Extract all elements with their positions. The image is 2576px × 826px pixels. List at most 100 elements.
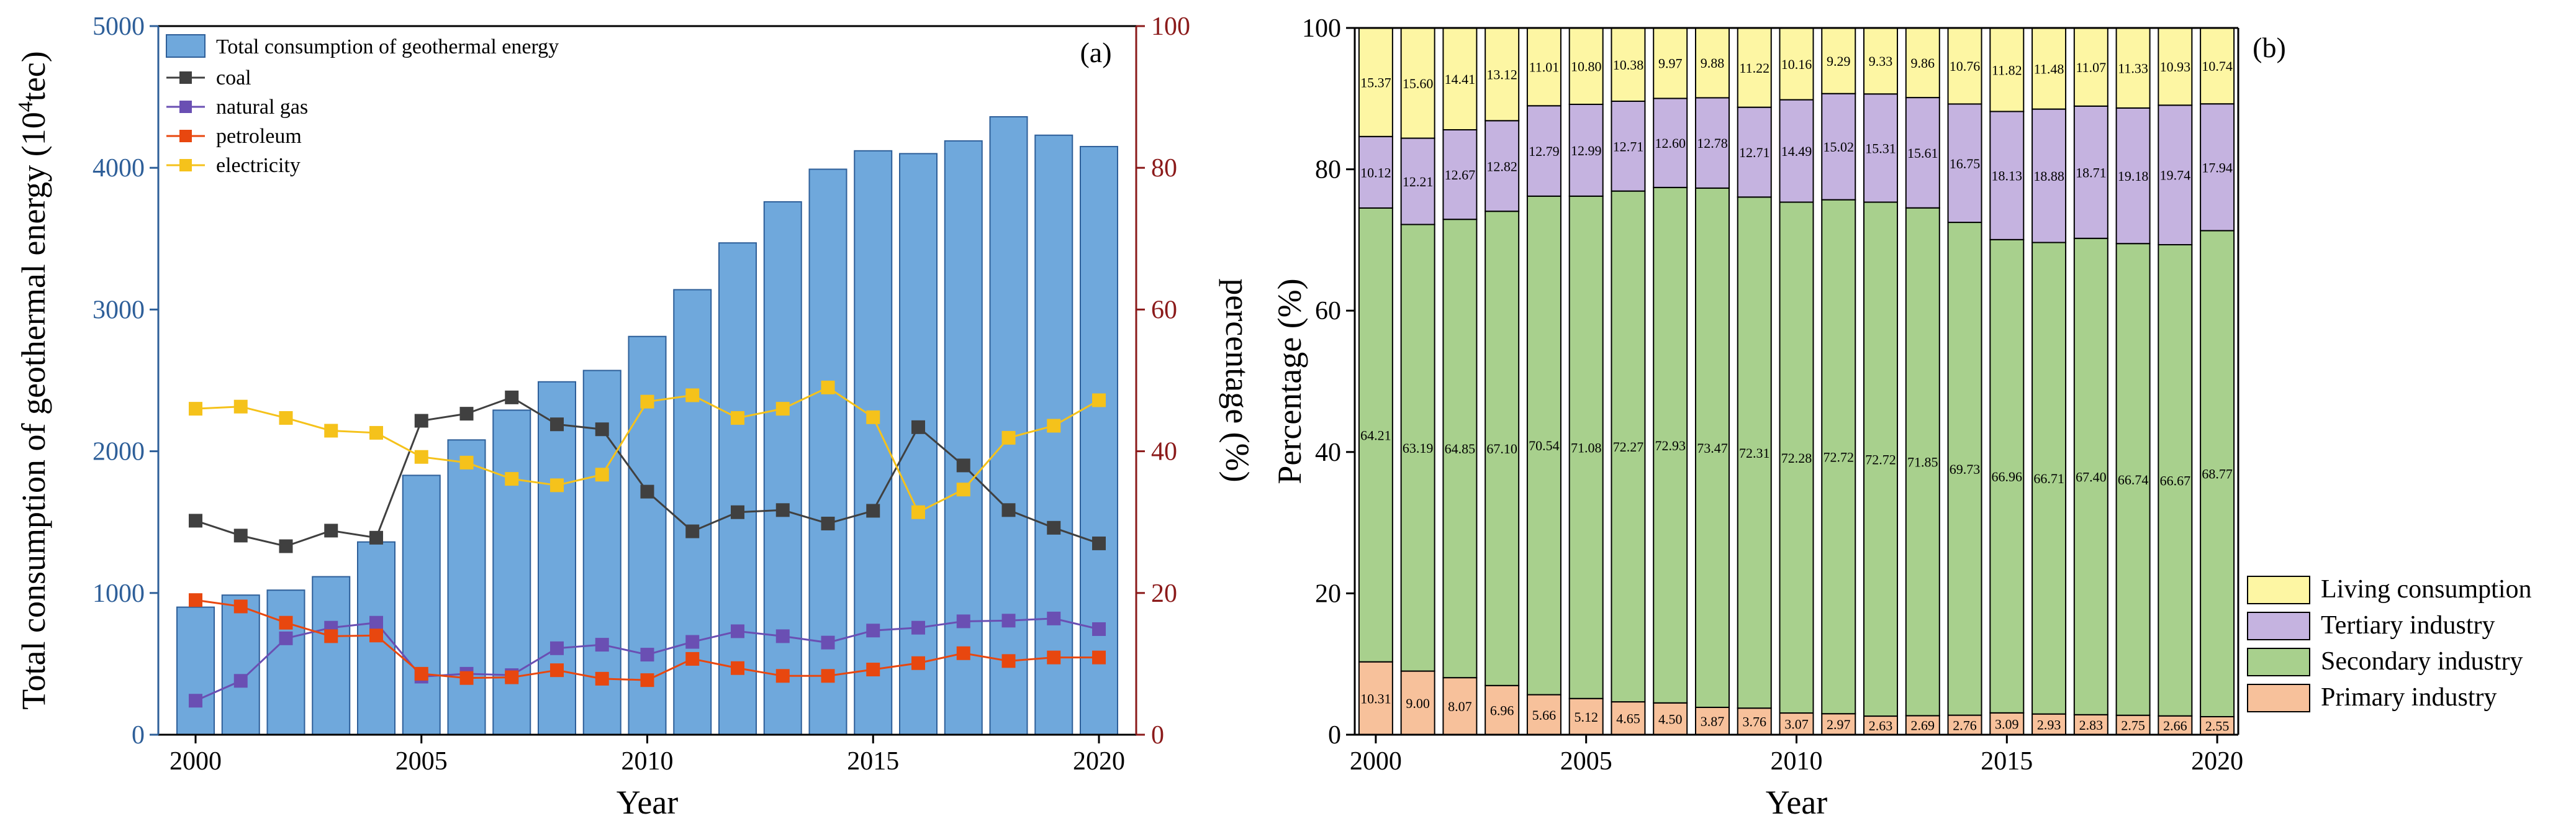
bar-total-2011 (673, 289, 712, 735)
point-electricity-2016 (911, 505, 925, 519)
bar-secondary-industry-2008 (1694, 187, 1730, 708)
data-label-tertiary-industry: 19.18 (2118, 168, 2149, 184)
point-electricity-2013 (775, 402, 790, 416)
legend-marker-electricity (179, 159, 192, 171)
data-label-secondary-industry: 69.73 (1950, 461, 1981, 477)
left-tick-label: 2000 (93, 438, 145, 466)
point-electricity-2015 (866, 410, 880, 424)
data-label-tertiary-industry: 18.13 (1992, 168, 2023, 184)
point-petroleum-2011 (685, 651, 700, 666)
y-tick-label: 20 (1315, 579, 1341, 608)
x-tick-label: 2000 (169, 747, 222, 776)
bar-living-consumption-2001 (1400, 27, 1435, 139)
point-coal-2020 (1092, 536, 1106, 550)
bar-tertiary-industry-2000 (1358, 135, 1393, 209)
point-coal-2003 (324, 524, 338, 538)
data-label-primary-industry: 3.09 (1995, 716, 2019, 732)
left-tick-label: 3000 (93, 296, 145, 324)
point-electricity-2020 (1092, 393, 1106, 407)
bar-secondary-industry-2013 (1905, 207, 1940, 717)
point-petroleum-2000 (189, 593, 202, 607)
data-label-primary-industry: 2.66 (2163, 718, 2187, 733)
data-label-secondary-industry: 70.54 (1529, 438, 1560, 453)
data-label-living-consumption: 9.33 (1869, 53, 1893, 69)
data-label-primary-industry: 2.93 (2037, 717, 2061, 732)
data-label-primary-industry: 2.55 (2205, 718, 2230, 733)
y-tick-label: 80 (1315, 156, 1341, 184)
legend-label-secondary-industry: Secondary industry (2321, 647, 2523, 676)
point-coal-2019 (1047, 520, 1061, 535)
bar-primary-industry-2000 (1358, 661, 1393, 736)
data-label-tertiary-industry: 16.75 (1950, 156, 1981, 171)
point-coal-2016 (911, 420, 925, 434)
data-label-secondary-industry: 73.47 (1697, 440, 1728, 456)
bar-total-2013 (763, 201, 802, 735)
data-label-secondary-industry: 72.27 (1613, 439, 1644, 455)
point-coal-2011 (685, 524, 700, 538)
point-petroleum-2017 (956, 646, 970, 660)
data-label-secondary-industry: 72.93 (1655, 438, 1686, 453)
data-label-living-consumption: 10.74 (2202, 58, 2233, 74)
data-label-secondary-industry: 66.67 (2160, 473, 2191, 488)
data-label-living-consumption: 11.22 (1739, 60, 1769, 76)
bar-living-consumption-2007 (1653, 27, 1688, 99)
y-tick-label: 40 (1315, 438, 1341, 467)
y-axis-left-title-main: Total consumption of geothermal energy (… (15, 112, 52, 709)
point-coal-2015 (866, 504, 880, 518)
bar-primary-industry-2019 (2158, 715, 2193, 736)
legend-label-electricity: electricity (216, 154, 301, 177)
left-tick-label: 1000 (93, 579, 145, 608)
bar-total-2020 (1080, 145, 1118, 736)
data-label-primary-industry: 10.31 (1360, 691, 1391, 706)
bar-primary-industry-2010 (1779, 712, 1814, 735)
data-label-tertiary-industry: 19.74 (2160, 168, 2191, 183)
point-electricity-2008 (550, 478, 564, 492)
x-axis-title: Year (617, 784, 679, 821)
data-label-living-consumption: 11.01 (1529, 60, 1560, 75)
bar-living-consumption-2010 (1779, 27, 1814, 101)
point-petroleum-2019 (1047, 650, 1061, 665)
bar-tertiary-industry-2008 (1694, 97, 1730, 189)
point-petroleum-2014 (821, 669, 835, 683)
point-natural-gas-2014 (821, 635, 835, 650)
bar-total-2008 (538, 381, 576, 735)
bar-tertiary-industry-2003 (1485, 120, 1520, 212)
bar-secondary-industry-2016 (2031, 242, 2067, 715)
point-natural-gas-2020 (1092, 622, 1106, 636)
point-natural-gas-2012 (731, 624, 744, 638)
bar-total-2001 (221, 594, 260, 736)
point-petroleum-2012 (731, 661, 744, 675)
bar-primary-industry-2015 (1989, 712, 2025, 736)
bar-living-consumption-2003 (1485, 27, 1520, 122)
data-label-tertiary-industry: 18.71 (2076, 165, 2107, 180)
data-label-tertiary-industry: 15.61 (1907, 145, 1938, 161)
point-electricity-2010 (640, 394, 654, 409)
data-label-living-consumption: 15.37 (1360, 75, 1391, 90)
bar-tertiary-industry-2013 (1905, 97, 1940, 209)
bar-total-2002 (266, 589, 305, 736)
data-label-tertiary-industry: 12.79 (1529, 143, 1560, 159)
bar-secondary-industry-2007 (1653, 186, 1688, 704)
y-tick-label: 100 (1302, 14, 1341, 43)
bar-primary-industry-2007 (1653, 702, 1688, 736)
data-label-tertiary-industry: 12.67 (1445, 167, 1476, 183)
bar-tertiary-industry-2005 (1568, 104, 1604, 197)
bar-secondary-industry-2014 (1947, 222, 1982, 716)
data-label-living-consumption: 9.97 (1658, 56, 1683, 71)
point-petroleum-2018 (1001, 654, 1016, 668)
data-label-secondary-industry: 72.72 (1824, 449, 1855, 465)
data-label-secondary-industry: 67.10 (1486, 441, 1517, 456)
bar-living-consumption-2004 (1526, 27, 1561, 107)
point-electricity-2017 (956, 483, 970, 497)
bar-living-consumption-2000 (1358, 27, 1393, 137)
bar-secondary-industry-2020 (2200, 230, 2235, 717)
legend-swatch-tertiary-industry (2247, 612, 2310, 640)
data-label-secondary-industry: 71.08 (1571, 440, 1602, 455)
data-label-primary-industry: 2.69 (1911, 718, 1935, 733)
point-coal-2007 (505, 390, 519, 404)
point-coal-2001 (233, 529, 248, 543)
bar-living-consumption-2008 (1694, 27, 1730, 99)
point-coal-2009 (595, 422, 609, 437)
x-tick-label: 2010 (1771, 747, 1823, 776)
bar-total-2019 (1034, 134, 1073, 736)
